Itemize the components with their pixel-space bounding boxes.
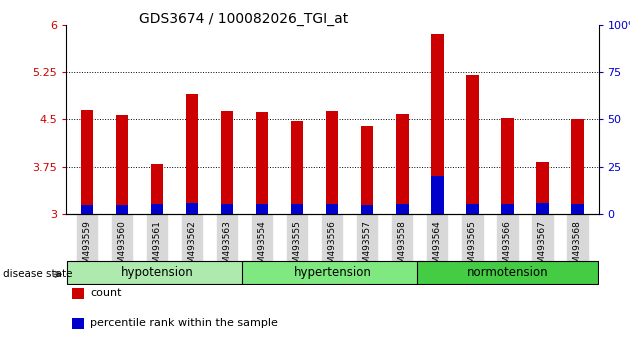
Bar: [256, 204, 268, 214]
Bar: [396, 114, 408, 214]
Text: disease state: disease state: [3, 269, 72, 279]
Bar: [396, 204, 408, 214]
Bar: [466, 75, 479, 214]
Bar: [571, 204, 583, 214]
Bar: [186, 93, 198, 214]
Bar: [361, 205, 374, 214]
Text: hypotension: hypotension: [121, 266, 193, 279]
FancyBboxPatch shape: [242, 261, 423, 285]
Bar: [326, 204, 338, 214]
Bar: [571, 119, 583, 214]
Bar: [151, 164, 163, 214]
Bar: [501, 204, 513, 214]
Text: hypertension: hypertension: [294, 266, 371, 279]
FancyBboxPatch shape: [67, 261, 248, 285]
Bar: [256, 112, 268, 214]
Bar: [221, 111, 233, 214]
Bar: [116, 205, 129, 214]
Bar: [361, 126, 374, 214]
Bar: [221, 204, 233, 214]
Bar: [81, 110, 93, 214]
Text: normotension: normotension: [467, 266, 548, 279]
Bar: [536, 203, 549, 214]
Bar: [151, 204, 163, 214]
Bar: [81, 205, 93, 214]
Bar: [291, 204, 304, 214]
Text: percentile rank within the sample: percentile rank within the sample: [90, 319, 278, 329]
Text: GDS3674 / 100082026_TGI_at: GDS3674 / 100082026_TGI_at: [139, 12, 348, 27]
Bar: [501, 118, 513, 214]
Bar: [432, 34, 444, 214]
Bar: [326, 111, 338, 214]
Text: count: count: [90, 289, 122, 298]
Bar: [432, 176, 444, 214]
Bar: [116, 115, 129, 214]
Bar: [291, 121, 304, 214]
Bar: [536, 162, 549, 214]
Bar: [186, 204, 198, 214]
FancyBboxPatch shape: [417, 261, 598, 285]
Bar: [466, 204, 479, 214]
